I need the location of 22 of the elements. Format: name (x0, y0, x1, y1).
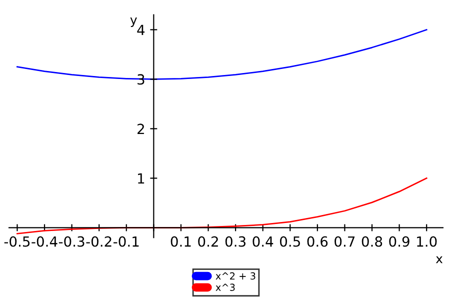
x-tick-label: 0.4 (252, 236, 274, 247)
y-tick-label: 2 (138, 124, 144, 134)
x-axis-title: x (436, 256, 443, 264)
x-tick-label: -0.3 (58, 236, 84, 247)
x-tick-label: 0.3 (225, 236, 246, 247)
x-tick-label: 0.9 (389, 236, 410, 247)
x-tick-label: 0.8 (362, 236, 382, 247)
x-tick-label: -0.5 (4, 236, 30, 247)
y-axis-title: y (130, 18, 137, 27)
y-tick-label: 1 (138, 173, 144, 184)
y-tick-label: 4 (137, 24, 145, 35)
x-tick-label: 0.7 (334, 236, 355, 247)
x-tick-label: -0.4 (32, 236, 58, 247)
x-tick-label: 0.6 (307, 236, 328, 247)
legend-label: x^3 (216, 284, 235, 291)
x-tick-label: 0.2 (198, 236, 218, 247)
x-tick-label: 1.0 (417, 236, 437, 247)
x-tick-label: 0.1 (170, 236, 191, 247)
x-tick-label: -0.2 (86, 236, 112, 247)
x-tick-label: -0.1 (114, 236, 139, 247)
x-tick-label: 0.5 (280, 236, 300, 247)
legend-label: x^2 + 3 (216, 272, 256, 280)
